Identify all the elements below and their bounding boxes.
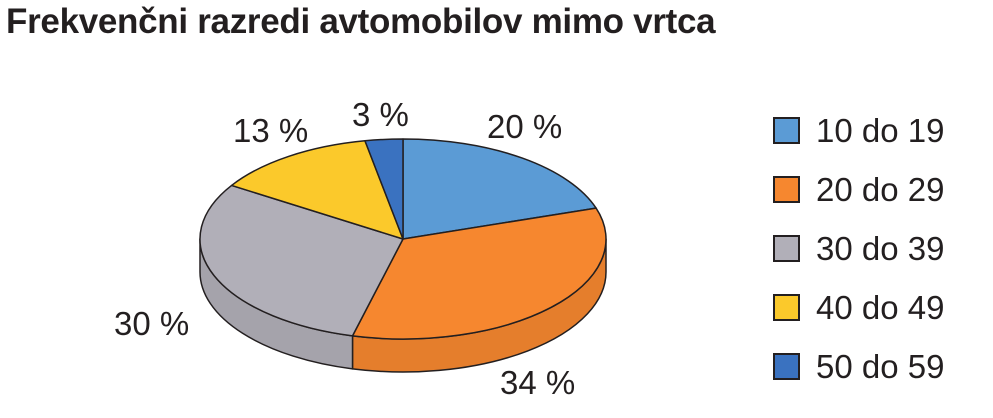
legend-item-50-59: 50 do 59 [773, 337, 944, 396]
legend-label: 40 do 49 [816, 288, 945, 326]
legend-item-20-29: 20 do 29 [773, 160, 944, 219]
legend-label: 20 do 29 [816, 170, 945, 208]
pie-slices [199, 138, 607, 340]
chart-title: Frekvenčni razredi avtomobilov mimo vrtc… [6, 2, 716, 41]
legend-swatch [773, 235, 800, 262]
slice-label-50-59: 3 % [352, 96, 409, 133]
legend-item-30-39: 30 do 39 [773, 219, 944, 278]
legend-label: 50 do 59 [816, 347, 945, 385]
legend-item-40-49: 40 do 49 [773, 278, 944, 337]
pie-slice-50-59 [364, 138, 404, 240]
legend-label: 10 do 19 [816, 111, 945, 149]
pie-slice-20-29 [351, 207, 607, 340]
pie-slice-10-19 [402, 138, 597, 240]
slice-label-40-49: 13 % [233, 112, 309, 149]
pie-slice-40-49 [230, 140, 404, 240]
legend-item-10-19: 10 do 19 [773, 101, 944, 160]
legend-swatch [773, 117, 800, 144]
legend-swatch [773, 353, 800, 380]
slice-label-30-39: 30 % [114, 305, 190, 342]
pie-slice-30-39 [199, 184, 404, 337]
legend-swatch [773, 176, 800, 203]
legend: 10 do 19 20 do 29 30 do 39 40 do 49 50 d… [773, 101, 944, 396]
slice-label-10-19: 20 % [487, 108, 563, 145]
slice-label-20-29: 34 % [500, 364, 576, 401]
legend-label: 30 do 39 [816, 229, 945, 267]
legend-swatch [773, 294, 800, 321]
